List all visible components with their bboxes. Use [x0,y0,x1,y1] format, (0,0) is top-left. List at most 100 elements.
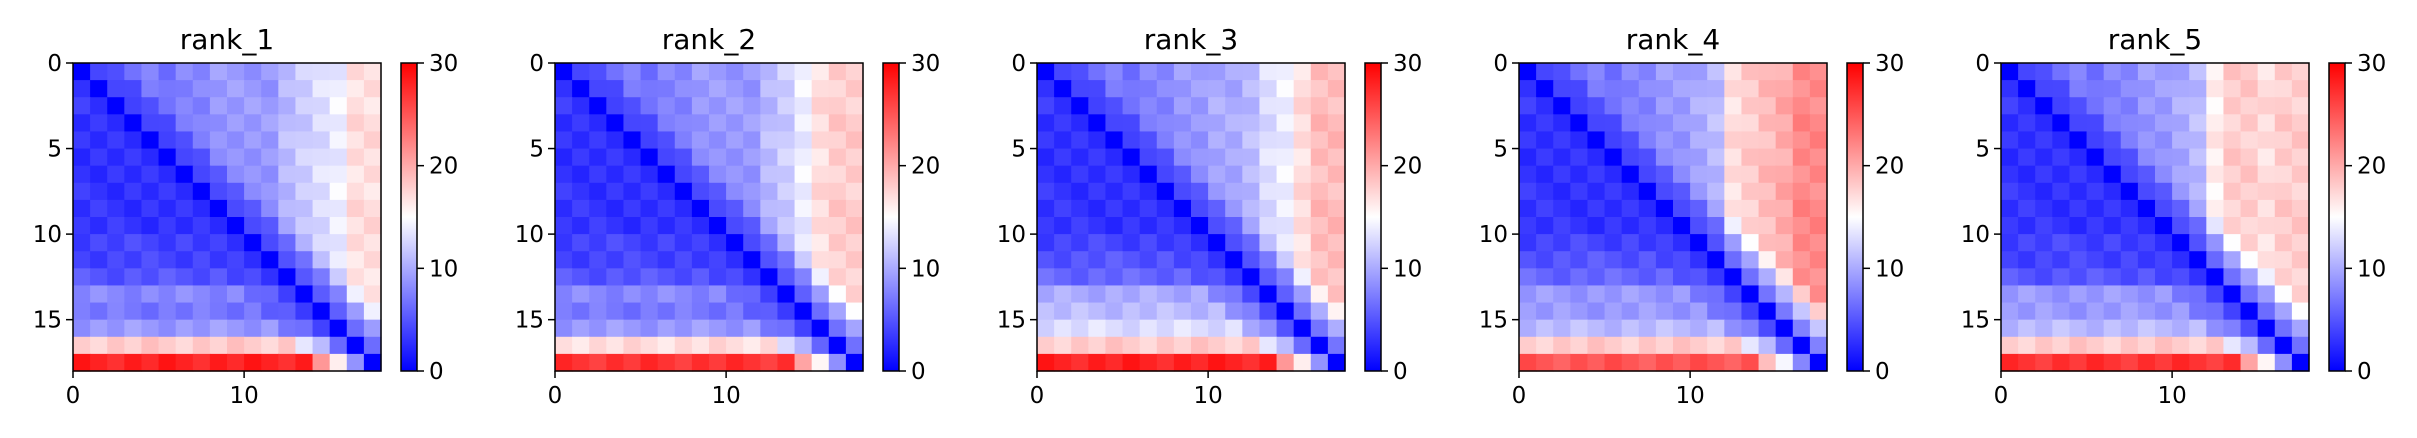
heatmap-cell [1242,131,1261,150]
heatmap-cell [329,336,348,355]
heatmap-cell [1156,302,1175,321]
heatmap-cell [1122,114,1141,133]
heatmap-cell [363,182,382,201]
heatmap-cell [1191,97,1209,115]
heatmap-cell [2069,234,2088,252]
heatmap-cell [1553,285,1571,304]
heatmap-cell [691,182,710,201]
heatmap-cell [674,63,693,81]
heatmap-cell [90,302,108,321]
heatmap-cell [1792,131,1811,150]
heatmap-frame [1518,62,1828,372]
heatmap-cell [726,63,744,81]
heatmap-cell [1758,353,1777,372]
heatmap-cell [1276,131,1295,150]
heatmap-cell [2001,336,2019,355]
heatmap-cell [2035,251,2053,269]
heatmap-cell [2052,80,2071,98]
heatmap-cell [329,114,348,133]
heatmap-cell [141,199,160,218]
heatmap-cell [312,80,331,98]
heatmap-cell [312,319,331,338]
heatmap-cell [1690,148,1708,167]
heatmap-cell [2291,97,2310,115]
heatmap-cell [73,319,91,338]
heatmap-cell [2155,63,2173,81]
heatmap-cell [1276,80,1295,98]
heatmap-cell [1173,353,1192,372]
heatmap-cell [2086,336,2105,355]
heatmap-cell [141,251,160,269]
heatmap-cell [1604,165,1623,184]
heatmap-cell [124,268,143,287]
heatmap-cell [640,302,659,321]
heatmap-cell [1208,63,1226,81]
heatmap-cell [709,63,727,81]
heatmap-cell [828,302,847,321]
heatmap-cell [175,336,194,355]
heatmap-cell [1122,353,1141,372]
heatmap-cell [209,234,228,252]
heatmap-cell [73,182,91,201]
heatmap-cell [1536,251,1554,269]
heatmap-cell [1105,302,1124,321]
heatmap-cell [1741,131,1760,150]
heatmap-cell [1088,234,1107,252]
heatmap-cell [2274,97,2293,115]
heatmap-cell [295,148,314,167]
heatmap-cell [227,285,245,304]
heatmap-cell [828,251,847,269]
heatmap-cell [1242,268,1261,287]
heatmap-cell [2155,336,2173,355]
heatmap-cell [1570,319,1589,338]
x-tick-label: 10 [1675,383,1704,409]
heatmap-cell [1792,234,1811,252]
heatmap-cell [2018,182,2036,201]
heatmap-cell [589,114,607,133]
heatmap-cell [794,285,813,304]
heatmap-cell [1105,268,1124,287]
heatmap-cell [623,353,642,372]
heatmap-cell [1519,336,1537,355]
heatmap-cell [1037,148,1055,167]
heatmap-cell [1707,80,1725,98]
heatmap-cell [1088,217,1107,235]
heatmap-cell [2291,336,2310,355]
heatmap-cell [1293,251,1312,269]
heatmap-cell [244,302,262,321]
heatmap-cell [674,268,693,287]
heatmap-cell [555,182,573,201]
heatmap-cell [743,251,761,269]
colorbar-tick-label: 10 [2357,256,2386,282]
heatmap-cell [192,302,211,321]
heatmap-cell [1707,63,1725,81]
heatmap-cell [1122,251,1141,269]
heatmap-cell [2240,199,2259,218]
heatmap-cell [1122,131,1141,150]
heatmap-cell [278,80,297,98]
heatmap-cell [278,268,297,287]
heatmap-cell [2223,131,2242,150]
heatmap-cell [2172,148,2190,167]
heatmap-cell [1655,131,1674,150]
heatmap-cell [1536,165,1554,184]
heatmap-cell [1156,148,1175,167]
heatmap-cell [175,251,194,269]
heatmap-cell [743,165,761,184]
heatmap-cell [2206,165,2225,184]
heatmap-cell [640,336,659,355]
heatmap-cell [2223,234,2242,252]
heatmap-cell [329,80,348,98]
heatmap-cell [312,131,331,150]
heatmap-cell [674,285,693,304]
heatmap-cell [227,148,245,167]
heatmap-cell [1139,268,1158,287]
heatmap-cell [1225,268,1243,287]
heatmap-cell [1105,353,1124,372]
heatmap-cell [2274,80,2293,98]
heatmap-cell [209,199,228,218]
heatmap-cell [2240,251,2259,269]
heatmap-cell [2240,353,2259,372]
heatmap-cell [244,353,262,372]
